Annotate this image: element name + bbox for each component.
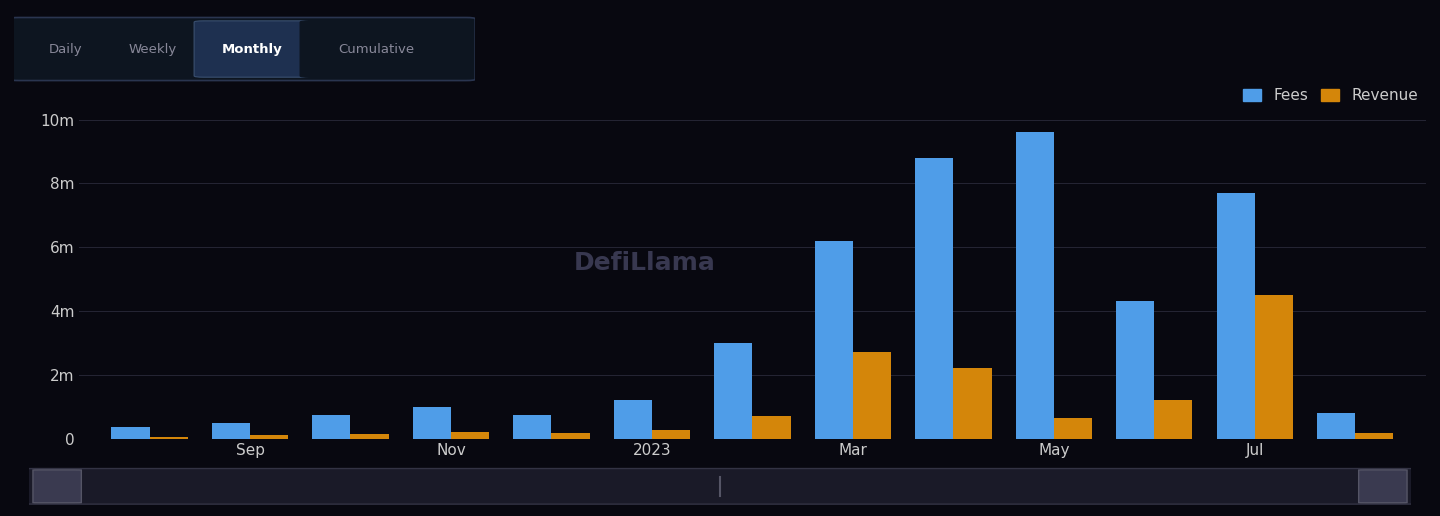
Bar: [350, 434, 389, 439]
Text: Cumulative: Cumulative: [338, 42, 415, 56]
Bar: [916, 158, 953, 439]
Bar: [1217, 193, 1254, 439]
Bar: [212, 423, 251, 439]
Bar: [552, 433, 589, 439]
Bar: [451, 432, 490, 439]
Bar: [852, 352, 891, 439]
Bar: [953, 368, 992, 439]
Bar: [413, 407, 451, 439]
Bar: [714, 343, 753, 439]
FancyBboxPatch shape: [1359, 470, 1407, 503]
FancyBboxPatch shape: [102, 21, 203, 77]
Bar: [251, 436, 288, 439]
Bar: [613, 400, 652, 439]
Bar: [1155, 400, 1192, 439]
Bar: [1116, 301, 1155, 439]
Bar: [111, 427, 150, 439]
Bar: [815, 241, 852, 439]
Bar: [312, 415, 350, 439]
FancyBboxPatch shape: [194, 21, 310, 77]
Bar: [1254, 295, 1293, 439]
Bar: [150, 438, 187, 439]
Bar: [753, 416, 791, 439]
Text: DefiLlama: DefiLlama: [573, 251, 716, 275]
Text: Weekly: Weekly: [128, 42, 177, 56]
FancyBboxPatch shape: [300, 21, 452, 77]
FancyBboxPatch shape: [19, 21, 111, 77]
FancyBboxPatch shape: [10, 18, 475, 80]
Bar: [1318, 413, 1355, 439]
Text: Daily: Daily: [49, 42, 82, 56]
Legend: Fees, Revenue: Fees, Revenue: [1237, 82, 1424, 109]
Bar: [652, 430, 690, 439]
Bar: [1355, 433, 1394, 439]
FancyBboxPatch shape: [33, 470, 81, 503]
Bar: [1015, 133, 1054, 439]
FancyBboxPatch shape: [22, 469, 1418, 504]
Bar: [513, 415, 552, 439]
Text: Monthly: Monthly: [222, 42, 282, 56]
Bar: [1054, 418, 1092, 439]
